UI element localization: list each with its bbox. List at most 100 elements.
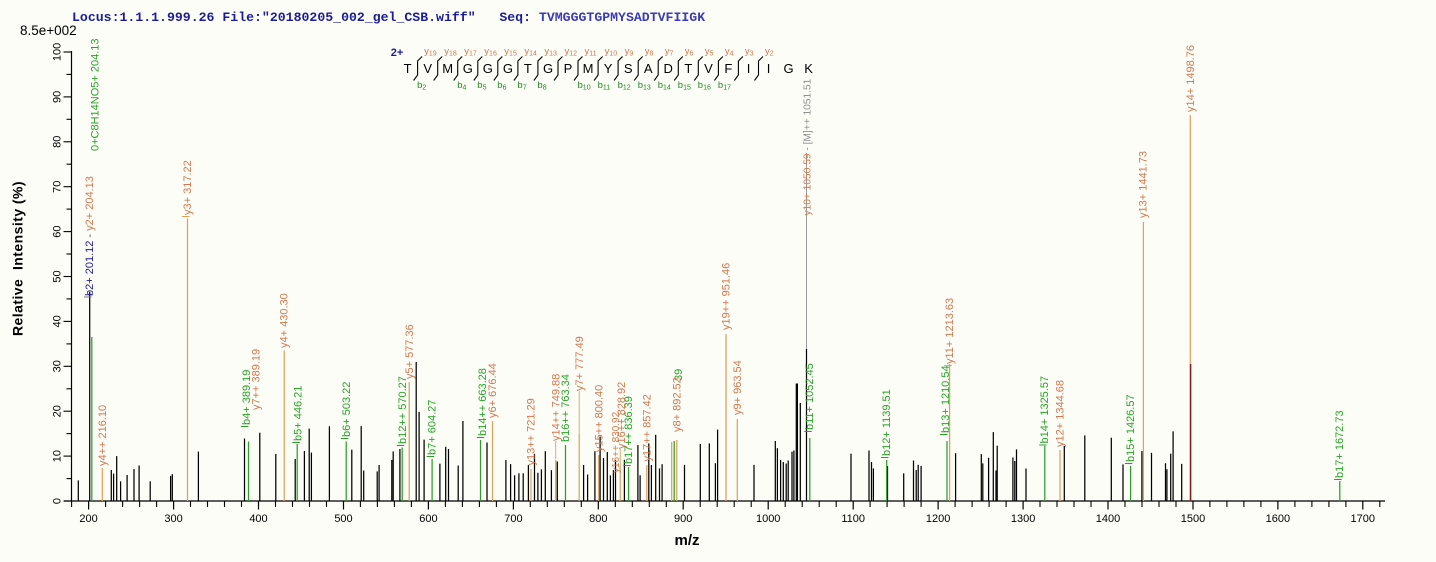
svg-text:y3+ 317.22: y3+ 317.22 <box>182 160 194 215</box>
svg-text:y2: y2 <box>765 46 774 58</box>
svg-text:b6+ 503.22: b6+ 503.22 <box>341 382 353 437</box>
svg-text:G: G <box>503 61 513 76</box>
svg-text:500: 500 <box>334 513 352 525</box>
svg-text:b13+ 1210.54: b13+ 1210.54 <box>940 365 952 433</box>
svg-text:V: V <box>704 61 713 76</box>
svg-text:300: 300 <box>164 513 182 525</box>
svg-text:M: M <box>442 61 453 76</box>
svg-text:Y: Y <box>604 61 613 76</box>
svg-text:b4+ 389.19: b4+ 389.19 <box>241 370 253 425</box>
svg-text:T: T <box>684 61 692 76</box>
svg-text:b5+ 446.21: b5+ 446.21 <box>292 386 304 441</box>
svg-text:b16: b16 <box>698 80 711 92</box>
svg-text:b4: b4 <box>457 80 466 92</box>
svg-text:y16++ 830.92: y16++ 830.92 <box>611 411 622 473</box>
svg-text:b14++ 663.28: b14++ 663.28 <box>477 368 489 436</box>
svg-text:1000: 1000 <box>756 513 780 525</box>
svg-text:b14: b14 <box>658 80 671 92</box>
svg-text:y16: y16 <box>484 46 497 58</box>
svg-text:Relative Intensity (%): Relative Intensity (%) <box>10 181 26 336</box>
svg-text:1300: 1300 <box>1011 513 1035 525</box>
svg-text:I: I <box>767 61 771 76</box>
svg-text:70: 70 <box>52 181 64 193</box>
svg-text:1600: 1600 <box>1266 513 1290 525</box>
svg-text:y16++ 828.92: y16++ 828.92 <box>616 382 628 449</box>
svg-text:y10: y10 <box>605 46 618 58</box>
svg-text:G: G <box>783 61 793 76</box>
svg-text:700: 700 <box>504 513 522 525</box>
svg-text:b7+ 604.27: b7+ 604.27 <box>427 400 439 455</box>
svg-text:y3: y3 <box>745 46 754 58</box>
svg-text:T: T <box>404 61 412 76</box>
svg-text:b8: b8 <box>537 80 546 92</box>
svg-text:y15: y15 <box>504 46 517 58</box>
svg-text:G: G <box>463 61 473 76</box>
svg-text:y7+ 777.49: y7+ 777.49 <box>574 336 586 391</box>
svg-text:1200: 1200 <box>926 513 950 525</box>
svg-text:0: 0 <box>52 498 64 504</box>
svg-text:y8+ 892.52: y8+ 892.52 <box>671 377 683 432</box>
svg-text:T: T <box>524 61 532 76</box>
svg-text:b10: b10 <box>578 80 591 92</box>
svg-text:y12+ 1344.68: y12+ 1344.68 <box>1054 380 1066 447</box>
svg-text:P: P <box>564 61 573 76</box>
svg-text:b17+ 1672.73: b17+ 1672.73 <box>1334 410 1346 478</box>
svg-text:y4: y4 <box>725 46 734 58</box>
svg-text:y15++ 800.40: y15++ 800.40 <box>593 385 605 452</box>
svg-text:1100: 1100 <box>841 513 865 525</box>
svg-text:b5: b5 <box>477 80 486 92</box>
svg-text:b2+ 201.12 - y2+ 204.13: b2+ 201.12 - y2+ 204.13 <box>84 176 96 296</box>
svg-text:y11: y11 <box>585 46 597 58</box>
svg-text:y9: y9 <box>625 46 634 58</box>
svg-text:G: G <box>483 61 493 76</box>
svg-text:y6: y6 <box>685 46 694 58</box>
svg-text:b16++ 763.34: b16++ 763.34 <box>560 374 572 442</box>
svg-text:30: 30 <box>52 360 64 372</box>
svg-text:y19++ 951.46: y19++ 951.46 <box>721 263 733 330</box>
svg-text:y4++ 216.10: y4++ 216.10 <box>97 405 109 466</box>
svg-text:1700: 1700 <box>1351 513 1375 525</box>
svg-text:K: K <box>804 61 813 76</box>
svg-text:b6: b6 <box>497 80 506 92</box>
svg-text:y19: y19 <box>424 46 437 58</box>
svg-text:S: S <box>624 61 633 76</box>
svg-text:y13+ 1441.73: y13+ 1441.73 <box>1138 151 1150 218</box>
svg-text:G: G <box>543 61 553 76</box>
svg-text:m/z: m/z <box>674 532 699 549</box>
svg-text:y17++ 857.42: y17++ 857.42 <box>641 394 653 461</box>
svg-text:60: 60 <box>52 225 64 237</box>
svg-text:b12: b12 <box>618 80 631 92</box>
svg-text:y18: y18 <box>444 46 457 58</box>
svg-text:b13: b13 <box>638 80 651 92</box>
svg-text:39: 39 <box>673 369 685 381</box>
svg-text:y7: y7 <box>665 46 674 58</box>
svg-text:y6+ 676.44: y6+ 676.44 <box>487 363 499 418</box>
svg-text:b17++ 836.39: b17++ 836.39 <box>623 396 635 464</box>
svg-text:y14: y14 <box>524 46 537 58</box>
svg-text:y9+ 963.54: y9+ 963.54 <box>732 360 744 415</box>
svg-text:I: I <box>747 61 751 76</box>
svg-text:900: 900 <box>674 513 692 525</box>
svg-text:y14+ 1498.76: y14+ 1498.76 <box>1185 45 1197 112</box>
svg-text:y13++ 721.29: y13++ 721.29 <box>526 398 538 465</box>
svg-text:400: 400 <box>249 513 267 525</box>
svg-text:V: V <box>423 61 432 76</box>
svg-text:80: 80 <box>52 136 64 148</box>
svg-text:y8: y8 <box>645 46 654 58</box>
svg-text:b15: b15 <box>678 80 691 92</box>
svg-text:y5+ 577.36: y5+ 577.36 <box>404 324 416 379</box>
svg-text:b17: b17 <box>718 80 731 92</box>
svg-text:y12: y12 <box>565 46 578 58</box>
svg-text:b15+ 1426.57: b15+ 1426.57 <box>1125 394 1137 462</box>
svg-text:10: 10 <box>52 450 64 462</box>
svg-text:b2: b2 <box>417 80 426 92</box>
svg-text:D: D <box>664 61 673 76</box>
svg-text:600: 600 <box>419 513 437 525</box>
svg-text:200: 200 <box>79 513 97 525</box>
svg-text:800: 800 <box>589 513 607 525</box>
svg-text:2+: 2+ <box>391 47 404 59</box>
svg-text:Locus:1.1.1.999.26 File:"20180: Locus:1.1.1.999.26 File:"20180205_002_ge… <box>72 10 705 25</box>
svg-text:b12++ 570.27: b12++ 570.27 <box>397 376 409 444</box>
svg-text:20: 20 <box>52 405 64 417</box>
svg-text:1400: 1400 <box>1096 513 1120 525</box>
